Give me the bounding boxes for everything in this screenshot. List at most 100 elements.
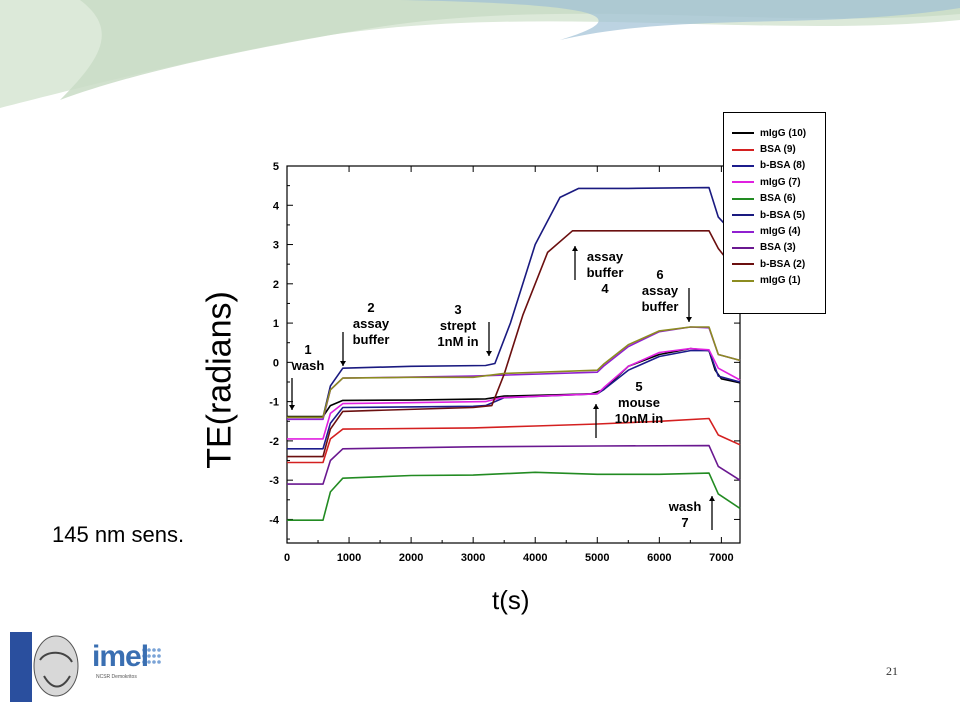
y-tick-label: 5 <box>273 161 279 173</box>
x-tick-label: 2000 <box>399 552 423 564</box>
annotation-line: buffer <box>352 332 390 347</box>
y-tick-label: 0 <box>273 357 279 369</box>
imel-logo-subtext: NCSR Demokritos <box>96 674 137 680</box>
legend-item: b-BSA (8) <box>732 158 825 174</box>
annotation-line: 7 <box>681 515 689 530</box>
header-wave-front <box>400 0 960 40</box>
annotation-ann-5: 5 mouse 10nM in <box>615 379 663 427</box>
legend-swatch <box>732 164 754 167</box>
imel-logo-text: imel <box>92 640 149 673</box>
legend-item: mIgG (7) <box>732 174 825 190</box>
series-line <box>287 417 741 464</box>
series-line <box>287 444 741 485</box>
annotation-ann-7: wash 7 <box>669 499 702 531</box>
y-tick-label: 3 <box>273 240 279 252</box>
annotation-line: 10nM in <box>614 411 664 426</box>
y-tick-label: 2 <box>273 279 279 291</box>
annotation-arrowhead <box>572 246 578 251</box>
imel-logo-dot <box>142 648 146 652</box>
legend-label: BSA (6) <box>760 193 796 205</box>
y-tick-label: -3 <box>269 475 279 487</box>
series-line <box>287 347 741 440</box>
imel-logo-dot <box>152 654 156 658</box>
annotation-ann-2: 2 assay buffer <box>353 300 390 348</box>
imel-logo-dot <box>157 654 161 658</box>
imel-logo-dot <box>147 654 151 658</box>
legend-item: BSA (6) <box>732 191 825 207</box>
annotation-line: assay <box>352 316 390 331</box>
legend-item: b-BSA (2) <box>732 256 825 272</box>
header-decoration <box>0 0 960 108</box>
legend-label: mIgG (10) <box>760 127 807 139</box>
legend-item: mIgG (1) <box>732 273 825 289</box>
annotation-ann-3: 3 strept 1nM in <box>437 302 478 350</box>
series-line <box>287 186 741 419</box>
demokritos-logo-letters <box>10 632 32 702</box>
x-tick-label: 7000 <box>709 552 733 564</box>
legend-item: BSA (3) <box>732 240 825 256</box>
imel-logo-dot <box>152 648 156 652</box>
legend-label: mIgG (4) <box>760 226 801 238</box>
legend-swatch <box>732 230 754 233</box>
demokritos-logo-face <box>39 651 73 688</box>
annotation-line: mouse <box>618 395 660 410</box>
annotation-arrowhead <box>709 496 715 501</box>
annotation-line: wash <box>291 358 325 373</box>
imel-logo-dot <box>152 660 156 664</box>
legend-label: mIgG (1) <box>760 275 801 287</box>
x-tick-label: 6000 <box>647 552 671 564</box>
annotation-ann-1: 1 wash <box>292 342 325 374</box>
legend-item: mIgG (10) <box>732 125 825 141</box>
y-tick-label: -4 <box>269 514 280 526</box>
header-wave-mid <box>60 0 960 100</box>
y-tick-label: -2 <box>269 436 279 448</box>
annotation-line: 1nM in <box>437 334 479 349</box>
legend-swatch <box>732 181 754 184</box>
annotation-line: strept <box>439 318 477 333</box>
imel-logo-dot <box>142 654 146 658</box>
x-tick-label: 5000 <box>585 552 609 564</box>
imel-logo-dot <box>157 660 161 664</box>
imel-logo-dot <box>142 660 146 664</box>
annotation-arrowhead <box>486 351 492 356</box>
page-number: 21 <box>886 664 898 678</box>
legend-item: b-BSA (5) <box>732 207 825 223</box>
x-axis-title: t(s) <box>492 585 530 615</box>
chart-legend: mIgG (10) BSA (9) b-BSA (8) mIgG (7) BSA (6)… <box>723 112 826 314</box>
legend-label: mIgG (7) <box>760 176 801 188</box>
annotation-line: assay <box>641 283 679 298</box>
annotation-line: 1 <box>304 342 312 357</box>
legend-swatch <box>732 279 754 282</box>
plot-frame <box>286 165 741 544</box>
annotation-arrowhead <box>289 405 295 410</box>
annotation-arrowhead <box>686 317 692 322</box>
legend-label: b-BSA (8) <box>760 160 806 172</box>
annotation-line: 2 <box>367 300 375 315</box>
y-tick-label: 1 <box>273 318 279 330</box>
legend-swatch <box>732 132 754 135</box>
x-tick-label: 3000 <box>461 552 485 564</box>
legend-item: BSA (9) <box>732 141 825 157</box>
x-tick-label: 4000 <box>523 552 547 564</box>
annotation-line: wash <box>668 499 702 514</box>
legend-item: mIgG (4) <box>732 223 825 239</box>
legend-swatch <box>732 263 754 266</box>
legend-swatch <box>732 214 754 217</box>
annotation-line: buffer <box>586 265 624 280</box>
x-tick-label: 1000 <box>337 552 361 564</box>
imel-logo-dot <box>157 648 161 652</box>
annotation-line: assay <box>586 249 624 264</box>
legend-label: BSA (9) <box>760 144 796 156</box>
imel-logo: imel NCSR Demokritos <box>92 640 149 680</box>
legend-label: b-BSA (5) <box>760 209 806 221</box>
logo-demokritos-art <box>8 630 161 704</box>
annotation-arrowhead <box>593 404 599 409</box>
legend-swatch <box>732 246 754 249</box>
y-tick-label: -1 <box>269 397 279 409</box>
annotation-line: 5 <box>635 379 643 394</box>
annotation-line: buffer <box>641 299 679 314</box>
series-line <box>287 326 741 419</box>
x-tick-label: 0 <box>284 552 290 564</box>
series-line <box>287 471 741 521</box>
